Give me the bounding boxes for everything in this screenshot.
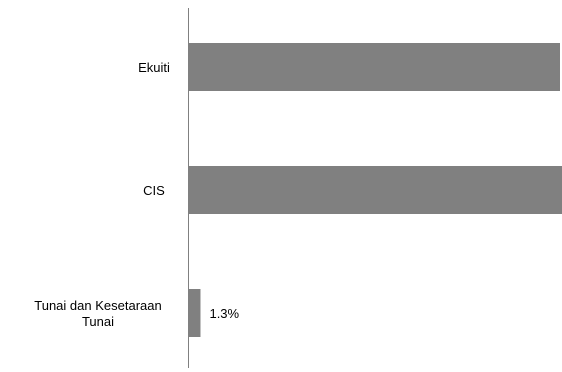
value-labels-group: 42.0%56.6%1.3% xyxy=(209,306,239,321)
category-label-ekuiti: Ekuiti xyxy=(138,60,170,75)
bar-cis xyxy=(189,166,562,214)
bar-ekuiti xyxy=(189,43,560,91)
category-label-tunai-dan-kesetaraan-tunai: Tunai dan Kesetaraan Tunai xyxy=(34,298,161,329)
bars-group xyxy=(189,43,562,337)
category-label-cis: CIS xyxy=(143,183,165,198)
category-labels-group: Ekuiti CIS Tunai dan Kesetaraan Tunai xyxy=(34,60,170,329)
value-label-tunai-dan-kesetaraan-tunai: 1.3% xyxy=(209,306,239,321)
bar-tunai-dan-kesetaraan-tunai xyxy=(189,289,201,337)
